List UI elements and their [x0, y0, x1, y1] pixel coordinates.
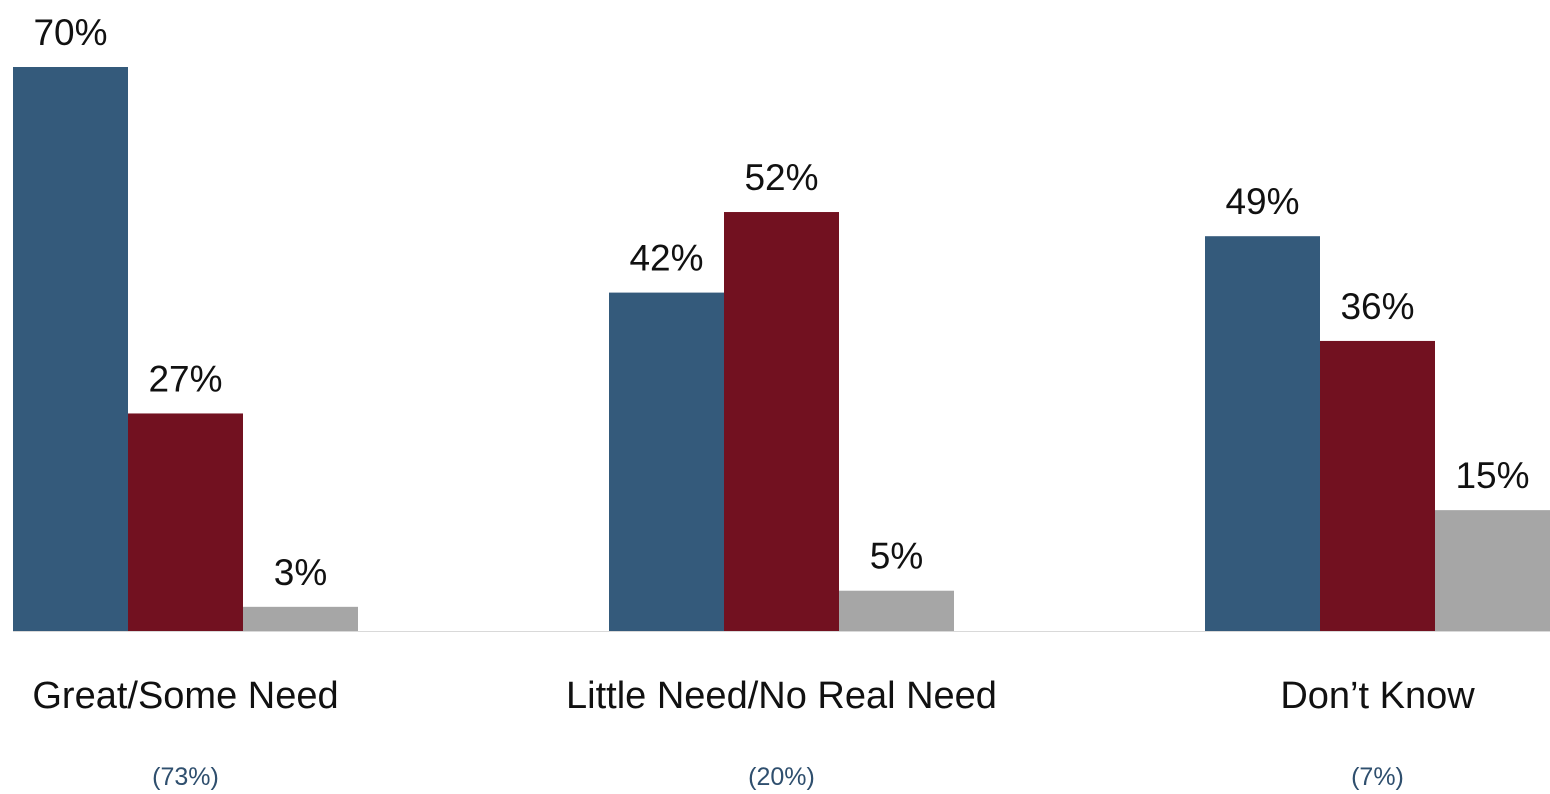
bar-3-series-second — [1320, 340, 1435, 631]
category-label-2: Little Need/No Real Need — [566, 675, 997, 717]
value-labels-layer: 70% 27% 3% 42% 52% 5% 49% 36% 15% — [33, 12, 1529, 593]
value-label-1-series-third: 3% — [274, 552, 327, 593]
category-share-label-1: (73%) — [152, 763, 219, 791]
bar-1-series-third — [243, 606, 358, 631]
category-share-label-2: (20%) — [748, 763, 815, 791]
value-label-3-series-second: 36% — [1340, 286, 1414, 327]
bar-2-series-second — [724, 212, 839, 631]
bar-1-series-first — [13, 67, 128, 631]
category-label-3: Don’t Know — [1280, 675, 1475, 717]
value-label-3-series-first: 49% — [1225, 181, 1299, 222]
category-labels-layer: Great/Some Need (73%) Little Need/No Real … — [32, 675, 1475, 791]
value-label-1-series-second: 27% — [148, 358, 222, 399]
value-label-1-series-first: 70% — [33, 12, 107, 53]
bar-3-series-first — [1205, 236, 1320, 631]
bar-3-series-third — [1435, 510, 1550, 631]
bars-layer — [13, 67, 1550, 631]
bar-1-series-second — [128, 413, 243, 631]
value-label-3-series-third: 15% — [1455, 455, 1529, 496]
category-label-1: Great/Some Need — [32, 675, 338, 717]
bar-2-series-first — [609, 292, 724, 631]
value-label-2-series-first: 42% — [629, 238, 703, 279]
value-label-2-series-second: 52% — [744, 157, 818, 198]
value-label-2-series-third: 5% — [870, 536, 923, 577]
category-share-label-3: (7%) — [1351, 763, 1404, 791]
bar-2-series-third — [839, 590, 954, 631]
